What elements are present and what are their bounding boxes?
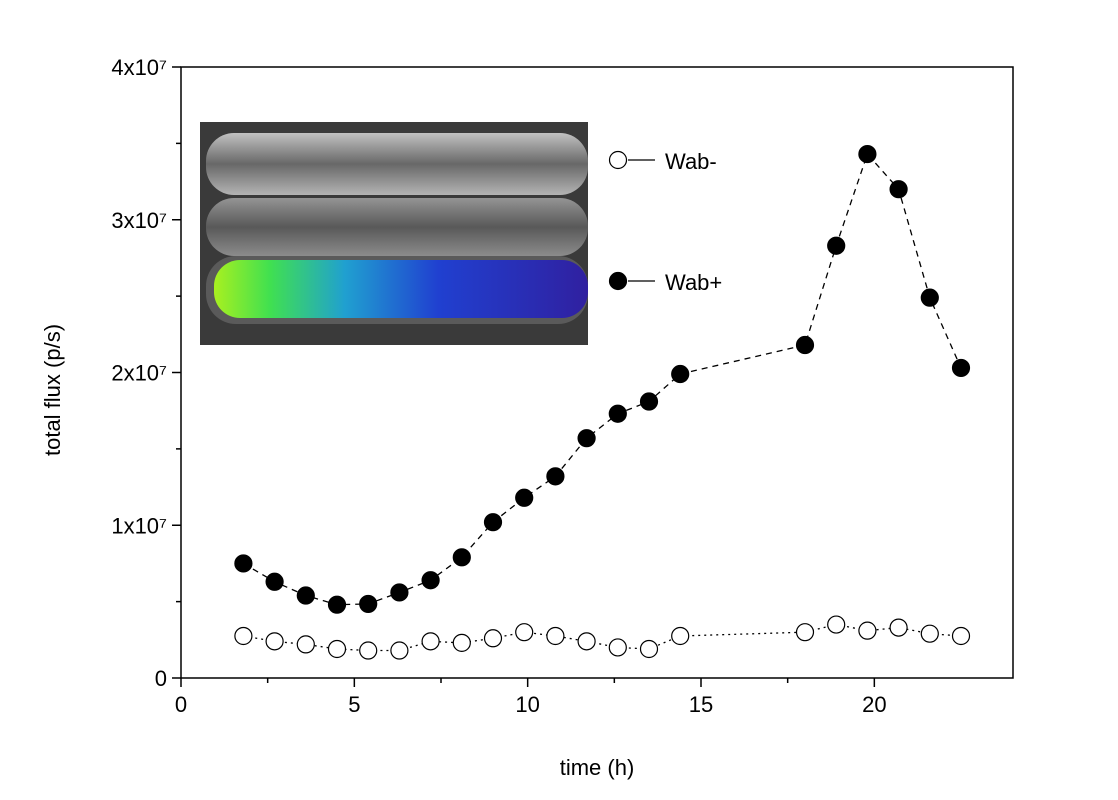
data-point	[608, 404, 627, 423]
x-tick-label: 10	[515, 692, 539, 717]
data-point	[265, 572, 284, 591]
data-point	[359, 641, 378, 660]
data-point	[452, 548, 471, 567]
data-point	[858, 144, 877, 164]
y-tick-label: 0	[155, 666, 167, 691]
legend-marker	[608, 150, 628, 170]
data-point	[577, 429, 596, 448]
x-tick-label: 20	[862, 692, 886, 717]
data-point	[234, 554, 253, 573]
data-point	[671, 626, 690, 646]
data-point	[546, 467, 565, 486]
data-point	[359, 594, 378, 614]
data-point	[296, 586, 315, 605]
data-point	[951, 626, 971, 646]
data-point	[452, 633, 471, 652]
inset-photo	[200, 122, 588, 345]
data-point	[515, 623, 534, 642]
data-point	[265, 632, 284, 651]
data-point	[639, 392, 659, 411]
data-point	[608, 638, 627, 657]
data-point	[421, 632, 440, 651]
data-point	[390, 641, 409, 660]
data-point	[483, 513, 503, 532]
legend-label: Wab+	[665, 270, 722, 295]
x-tick-label: 15	[689, 692, 713, 717]
data-point	[639, 639, 659, 659]
data-point	[483, 629, 503, 648]
data-point	[390, 583, 409, 602]
data-point	[951, 358, 971, 378]
y-tick-label: 3x10⁷	[111, 208, 167, 233]
data-point	[296, 635, 315, 654]
data-point	[421, 571, 440, 590]
data-point	[827, 615, 846, 634]
legend-marker	[608, 271, 628, 291]
data-point	[234, 626, 253, 646]
legend-label: Wab-	[665, 149, 717, 174]
data-point	[920, 624, 939, 643]
y-tick-label: 4x10⁷	[111, 55, 167, 80]
y-tick-label: 2x10⁷	[111, 361, 167, 386]
data-point	[827, 236, 846, 255]
y-tick-label: 1x10⁷	[111, 513, 167, 538]
data-point	[889, 618, 908, 637]
y-axis-label: total flux (p/s)	[40, 324, 65, 456]
data-point	[858, 621, 877, 640]
series-line	[243, 623, 962, 652]
x-tick-label: 0	[175, 692, 187, 717]
data-point	[920, 288, 939, 307]
data-point	[577, 632, 596, 651]
x-axis-label: time (h)	[560, 755, 635, 780]
data-point	[671, 364, 690, 384]
x-tick-label: 5	[348, 692, 360, 717]
data-point	[327, 595, 347, 614]
data-point	[889, 180, 908, 199]
data-point	[795, 623, 815, 642]
data-point	[546, 626, 565, 646]
data-point	[515, 488, 534, 507]
data-point	[327, 639, 347, 659]
data-point	[795, 335, 815, 355]
